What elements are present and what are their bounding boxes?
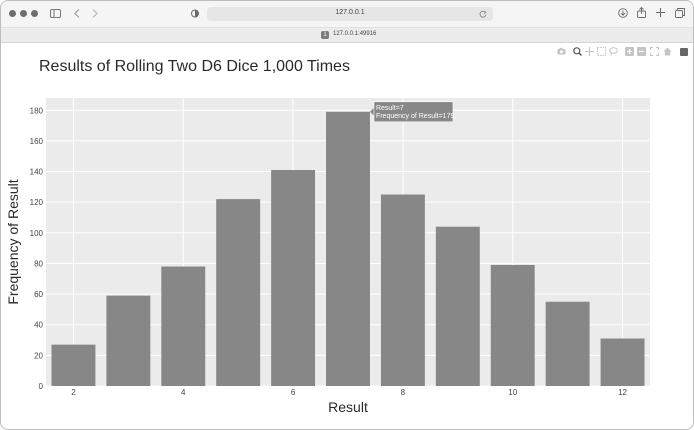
y-tick-label: 0: [39, 382, 44, 391]
x-tick-label: 8: [401, 388, 406, 397]
bar-6[interactable]: [271, 170, 316, 386]
url-text: 127.0.0.1: [335, 9, 365, 16]
bar-4[interactable]: [161, 266, 206, 386]
bar-8[interactable]: [380, 194, 425, 386]
x-tick-label: 6: [291, 388, 296, 397]
autoscale-icon[interactable]: [650, 47, 659, 56]
zoom-window-button[interactable]: [31, 10, 38, 17]
close-window-button[interactable]: [9, 10, 16, 17]
browser-toolbar: 127.0.0.1: [1, 1, 693, 27]
sidebar-icon[interactable]: [50, 9, 61, 18]
x-tick-label: 10: [508, 388, 517, 397]
zoom-out-icon[interactable]: [637, 47, 646, 56]
tooltip-line-2: Frequency of Result=179: [376, 113, 455, 120]
y-tick-label: 20: [34, 351, 43, 360]
address-bar[interactable]: 127.0.0.1: [207, 7, 493, 21]
bar-3[interactable]: [106, 295, 151, 386]
box-select-icon[interactable]: [597, 47, 606, 56]
share-icon[interactable]: [637, 7, 646, 18]
bar-5[interactable]: [216, 199, 261, 386]
bar-7[interactable]: [326, 111, 370, 386]
y-tick-label: 120: [30, 198, 44, 207]
reset-axes-icon[interactable]: [663, 47, 672, 56]
y-axis-title: Frequency of Result: [5, 179, 21, 304]
pan-icon[interactable]: [585, 47, 594, 56]
lasso-icon[interactable]: [609, 47, 618, 56]
zoom-icon[interactable]: [573, 47, 582, 56]
chart-title: Results of Rolling Two D6 Dice 1,000 Tim…: [39, 58, 350, 75]
bar-9[interactable]: [435, 226, 480, 386]
shield-icon[interactable]: [191, 9, 199, 18]
download-icon[interactable]: [618, 8, 628, 18]
tab-overview-icon[interactable]: [675, 8, 685, 18]
bar-12[interactable]: [600, 338, 645, 386]
y-tick-label: 60: [34, 290, 43, 299]
x-tick-label: 4: [181, 388, 186, 397]
tab-title: 127.0.0.1:49916: [333, 31, 377, 37]
bar-10[interactable]: [490, 264, 535, 386]
camera-icon[interactable]: [557, 47, 566, 55]
x-tick-label: 12: [618, 388, 627, 397]
plotly-logo-icon[interactable]: [680, 48, 688, 56]
tooltip-pointer: [369, 107, 374, 116]
zoom-in-icon[interactable]: [625, 47, 634, 56]
y-tick-label: 160: [30, 137, 44, 146]
reload-icon[interactable]: [479, 10, 487, 18]
bar-11[interactable]: [545, 301, 590, 386]
bar-2[interactable]: [51, 344, 96, 386]
tooltip-box: [373, 101, 454, 123]
y-tick-label: 140: [30, 168, 44, 177]
y-tick-label: 80: [34, 259, 43, 268]
forward-icon[interactable]: [92, 9, 98, 18]
new-tab-icon[interactable]: [656, 8, 665, 17]
back-icon[interactable]: [74, 9, 80, 18]
y-tick-label: 180: [30, 106, 44, 115]
tab-favicon: 1: [321, 31, 329, 39]
y-tick-label: 40: [34, 321, 43, 330]
tab-bar: 1 127.0.0.1:49916: [1, 27, 693, 43]
y-tick-label: 100: [30, 229, 44, 238]
tooltip-line-1: Result=7: [376, 105, 404, 112]
minimize-window-button[interactable]: [20, 10, 27, 17]
x-tick-label: 2: [71, 388, 76, 397]
x-axis-title: Result: [328, 399, 368, 415]
